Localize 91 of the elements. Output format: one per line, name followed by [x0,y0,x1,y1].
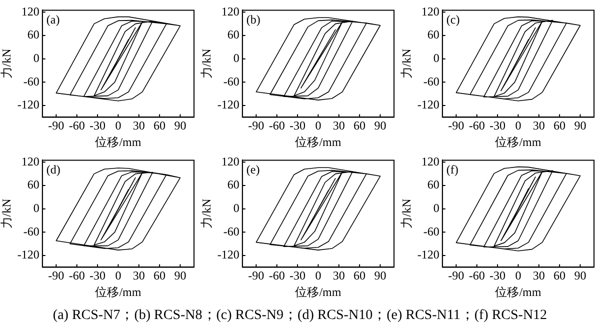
y-tick-label: 120 [221,4,240,18]
y-tick-label: 0 [233,50,240,65]
x-tick-label: -90 [248,268,264,283]
x-tick-label: 0 [515,268,522,283]
x-tick-label: -30 [90,268,106,283]
y-tick-label: -60 [23,74,40,88]
x-tick-label: -90 [448,268,464,283]
x-tick-label: -30 [290,268,306,283]
x-tick-label: 30 [132,268,145,283]
x-tick-label: 0 [315,118,322,133]
y-tick-label: 60 [427,178,440,192]
x-tick-label: 90 [374,268,386,283]
annotation: (b) [246,12,260,26]
y-tick-label: 60 [227,28,240,42]
y-tick-label: 0 [33,200,40,215]
y-tick-label: 60 [27,28,40,42]
x-tick-label: 90 [174,118,186,133]
x-tick-label: 30 [532,268,545,283]
x-tick-label: 0 [315,268,322,283]
y-tick-label: -120 [417,248,440,262]
x-tick-label: 60 [554,118,566,133]
annotation: (c) [446,12,460,26]
x-tick-label: -60 [68,118,85,133]
x-tick-label: 30 [332,268,345,283]
x-tick-label: -30 [290,118,306,133]
y-axis-title: 力/kN [399,48,414,79]
x-axis-title: 位移/mm [95,134,142,149]
x-tick-label: -30 [490,118,506,133]
x-tick-label: 90 [374,118,386,133]
y-tick-label: 60 [27,178,40,192]
y-axis-title: 力/kN [0,198,14,229]
y-tick-label: -60 [223,74,240,88]
x-tick-label: -60 [268,268,285,283]
x-tick-label: 30 [332,118,345,133]
x-axis-title: 位移/mm [495,134,542,149]
x-tick-label: 30 [532,118,545,133]
x-tick-label: -60 [468,118,485,133]
y-tick-label: -60 [423,224,440,238]
x-tick-label: -60 [68,268,85,283]
x-tick-label: 60 [154,268,166,283]
y-tick-label: -120 [217,98,240,112]
x-tick-label: -90 [48,118,64,133]
y-axis-title: 力/kN [199,48,214,79]
y-tick-label: 120 [221,154,240,168]
x-tick-label: -90 [448,118,464,133]
y-axis-title: 力/kN [0,48,14,79]
x-tick-label: 0 [115,118,122,133]
y-tick-label: 0 [233,200,240,215]
y-tick-label: 0 [33,50,40,65]
x-axis-title: 位移/mm [295,284,342,299]
annotation: (a) [46,12,60,26]
y-tick-label: 60 [227,178,240,192]
x-tick-label: -60 [268,118,285,133]
y-tick-label: -120 [417,98,440,112]
annotation: (f) [446,162,458,176]
y-tick-label: -120 [17,248,40,262]
y-tick-label: -60 [223,224,240,238]
x-tick-label: 90 [574,118,586,133]
x-tick-label: 90 [574,268,586,283]
y-tick-label: 120 [21,154,40,168]
x-tick-label: 90 [174,268,186,283]
x-axis-title: 位移/mm [95,284,142,299]
x-axis-title: 位移/mm [295,134,342,149]
x-axis-title: 位移/mm [495,284,542,299]
x-tick-label: 0 [515,118,522,133]
y-tick-label: -120 [17,98,40,112]
x-tick-label: 60 [154,118,166,133]
x-tick-label: 60 [554,268,566,283]
x-tick-label: 0 [115,268,122,283]
x-tick-label: -30 [90,118,106,133]
y-tick-label: -120 [217,248,240,262]
y-tick-label: 60 [427,28,440,42]
y-axis-title: 力/kN [399,198,414,229]
y-tick-label: -60 [423,74,440,88]
x-tick-label: -60 [468,268,485,283]
y-tick-label: 0 [433,200,440,215]
x-tick-label: -90 [48,268,64,283]
annotation: (d) [46,162,60,176]
y-tick-label: 120 [21,4,40,18]
y-tick-label: 0 [433,50,440,65]
x-tick-label: 60 [354,118,366,133]
y-axis-title: 力/kN [199,198,214,229]
x-tick-label: 60 [354,268,366,283]
x-tick-label: -30 [490,268,506,283]
text: (a) RCS-N7；(b) RCS-N8；(c) RCS-N9；(d) RCS-N10；(e) RCS-N11；(f) RCS-N12 [52,307,548,324]
y-tick-label: -60 [23,224,40,238]
y-tick-label: 120 [421,4,440,18]
y-tick-label: 120 [421,154,440,168]
x-tick-label: 30 [132,118,145,133]
x-tick-label: -90 [248,118,264,133]
annotation: (e) [246,162,260,176]
